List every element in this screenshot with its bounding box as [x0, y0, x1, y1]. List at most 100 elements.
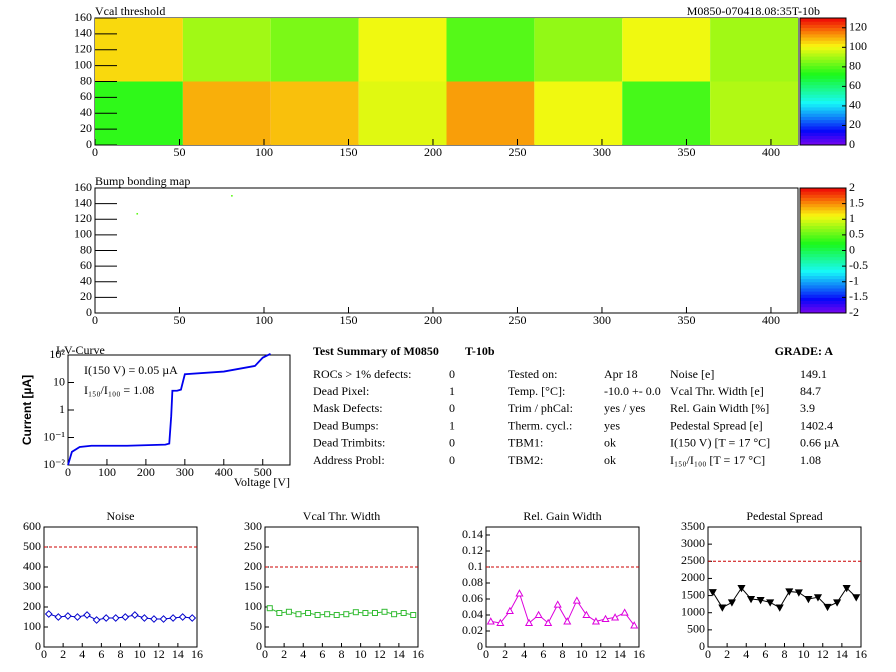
marker [746, 595, 756, 604]
y-tick-label: 0 [86, 305, 92, 319]
colorbar-cell [800, 231, 846, 236]
colorbar-cell [800, 247, 846, 251]
y-tick-label: 0.12 [462, 543, 483, 557]
marker [544, 618, 553, 627]
x-tick-label: 150 [339, 313, 357, 327]
summary-value: 0 [449, 453, 455, 467]
y-tick-label: 250 [244, 539, 262, 553]
colorbar-cell [800, 33, 846, 38]
bump-pixel [136, 212, 139, 215]
y-tick-label: 100 [244, 599, 262, 613]
x-tick-label: 0 [705, 647, 711, 661]
colorbar-cell [800, 203, 846, 208]
x-tick-label: 8 [560, 647, 566, 661]
roc-block [534, 81, 623, 145]
annotation: I(150 V) = 0.05 µA [84, 363, 178, 377]
y-tick-label: 20 [80, 121, 92, 135]
x-tick-label: 12 [595, 647, 607, 661]
colorbar-cell [800, 62, 846, 67]
marker [737, 584, 746, 593]
summary-value: ok [604, 436, 616, 450]
y-axis-label: Current [µA] [20, 375, 34, 445]
summary-label: Vcal Thr. Width [e] [670, 384, 764, 398]
plot-frame [43, 526, 198, 648]
x-tick-label: 400 [762, 145, 780, 159]
marker [381, 608, 388, 615]
summary-label: Dead Trimbits: [313, 436, 385, 450]
summary-label: Rel. Gain Width [%] [670, 401, 769, 415]
colorbar-tick-label: 1.5 [849, 195, 864, 209]
colorbar-cell [800, 94, 846, 98]
colorbar-cell [800, 27, 846, 32]
colorbar-cell [800, 43, 846, 48]
roc-block [182, 18, 271, 82]
y-tick-label: 200 [244, 559, 262, 573]
marker [708, 589, 717, 597]
x-tick-label: 8 [782, 647, 788, 661]
colorbar-cell [800, 87, 846, 92]
summary-label: I(150 V) [T = 17 °C] [670, 436, 770, 450]
y-tick-label: 0.08 [462, 575, 483, 589]
colorbar-cell [800, 135, 846, 140]
marker [813, 594, 823, 602]
series-line [48, 613, 193, 621]
marker [169, 614, 178, 622]
y-tick-label: 600 [23, 519, 41, 533]
roc-block [182, 81, 271, 145]
y-tick-label: 0.14 [462, 527, 483, 541]
summary-value: 1 [449, 418, 455, 432]
y-tick-label: 0.04 [462, 607, 483, 621]
summary-label: Dead Bumps: [313, 418, 379, 432]
colorbar-tick-label: -1.5 [849, 289, 868, 303]
marker [410, 612, 417, 618]
colorbar-cell [800, 256, 846, 261]
marker [496, 618, 505, 627]
colorbar-cell [800, 106, 846, 111]
y-tick-label: 120 [74, 42, 92, 56]
y-tick-label: 3500 [681, 519, 705, 533]
colorbar-cell [800, 197, 846, 201]
colorbar-cell [800, 56, 846, 60]
marker [305, 610, 312, 616]
colorbar-tick-label: -1 [849, 274, 859, 288]
y-tick-label: 100 [74, 57, 92, 71]
colorbar-cell [800, 228, 846, 233]
colorbar-tick-label: 1 [849, 211, 855, 225]
colorbar-cell [800, 300, 846, 305]
colorbar-cell [800, 125, 846, 130]
x-tick-label: 2 [281, 647, 287, 661]
summary-value: 1 [449, 384, 455, 398]
x-tick-label: 16 [633, 647, 645, 661]
marker [756, 596, 765, 605]
colorbar-cell [800, 37, 846, 41]
series-line [67, 353, 271, 466]
y-tick-label: 10 [53, 374, 65, 388]
colorbar-cell [800, 266, 846, 270]
x-tick-label: 100 [255, 313, 273, 327]
plot-frame [264, 526, 419, 648]
colorbar-cell [800, 65, 846, 70]
roc-block [358, 81, 447, 145]
marker [159, 615, 168, 623]
x-tick-label: 150 [339, 145, 357, 159]
x-tick-label: 4 [743, 647, 749, 661]
marker [324, 611, 331, 618]
marker [582, 610, 591, 619]
colorbar-cell [800, 97, 846, 102]
colorbar-cell [800, 288, 846, 292]
chart: Bump bonding map-2-1.5-1-0.500.511.520 50… [74, 174, 868, 327]
colorbar-cell [800, 46, 846, 51]
x-tick-label: 14 [836, 647, 848, 661]
x-tick-label: 14 [172, 647, 184, 661]
marker [92, 616, 101, 624]
y-tick-label: 40 [80, 274, 92, 288]
marker [833, 599, 842, 607]
roc-block [446, 18, 535, 82]
x-tick-label: 350 [677, 145, 695, 159]
y-tick-label: 0.06 [462, 591, 483, 605]
x-tick-label: 16 [412, 647, 424, 661]
x-tick-label: 6 [319, 647, 325, 661]
colorbar-cell [800, 103, 846, 108]
